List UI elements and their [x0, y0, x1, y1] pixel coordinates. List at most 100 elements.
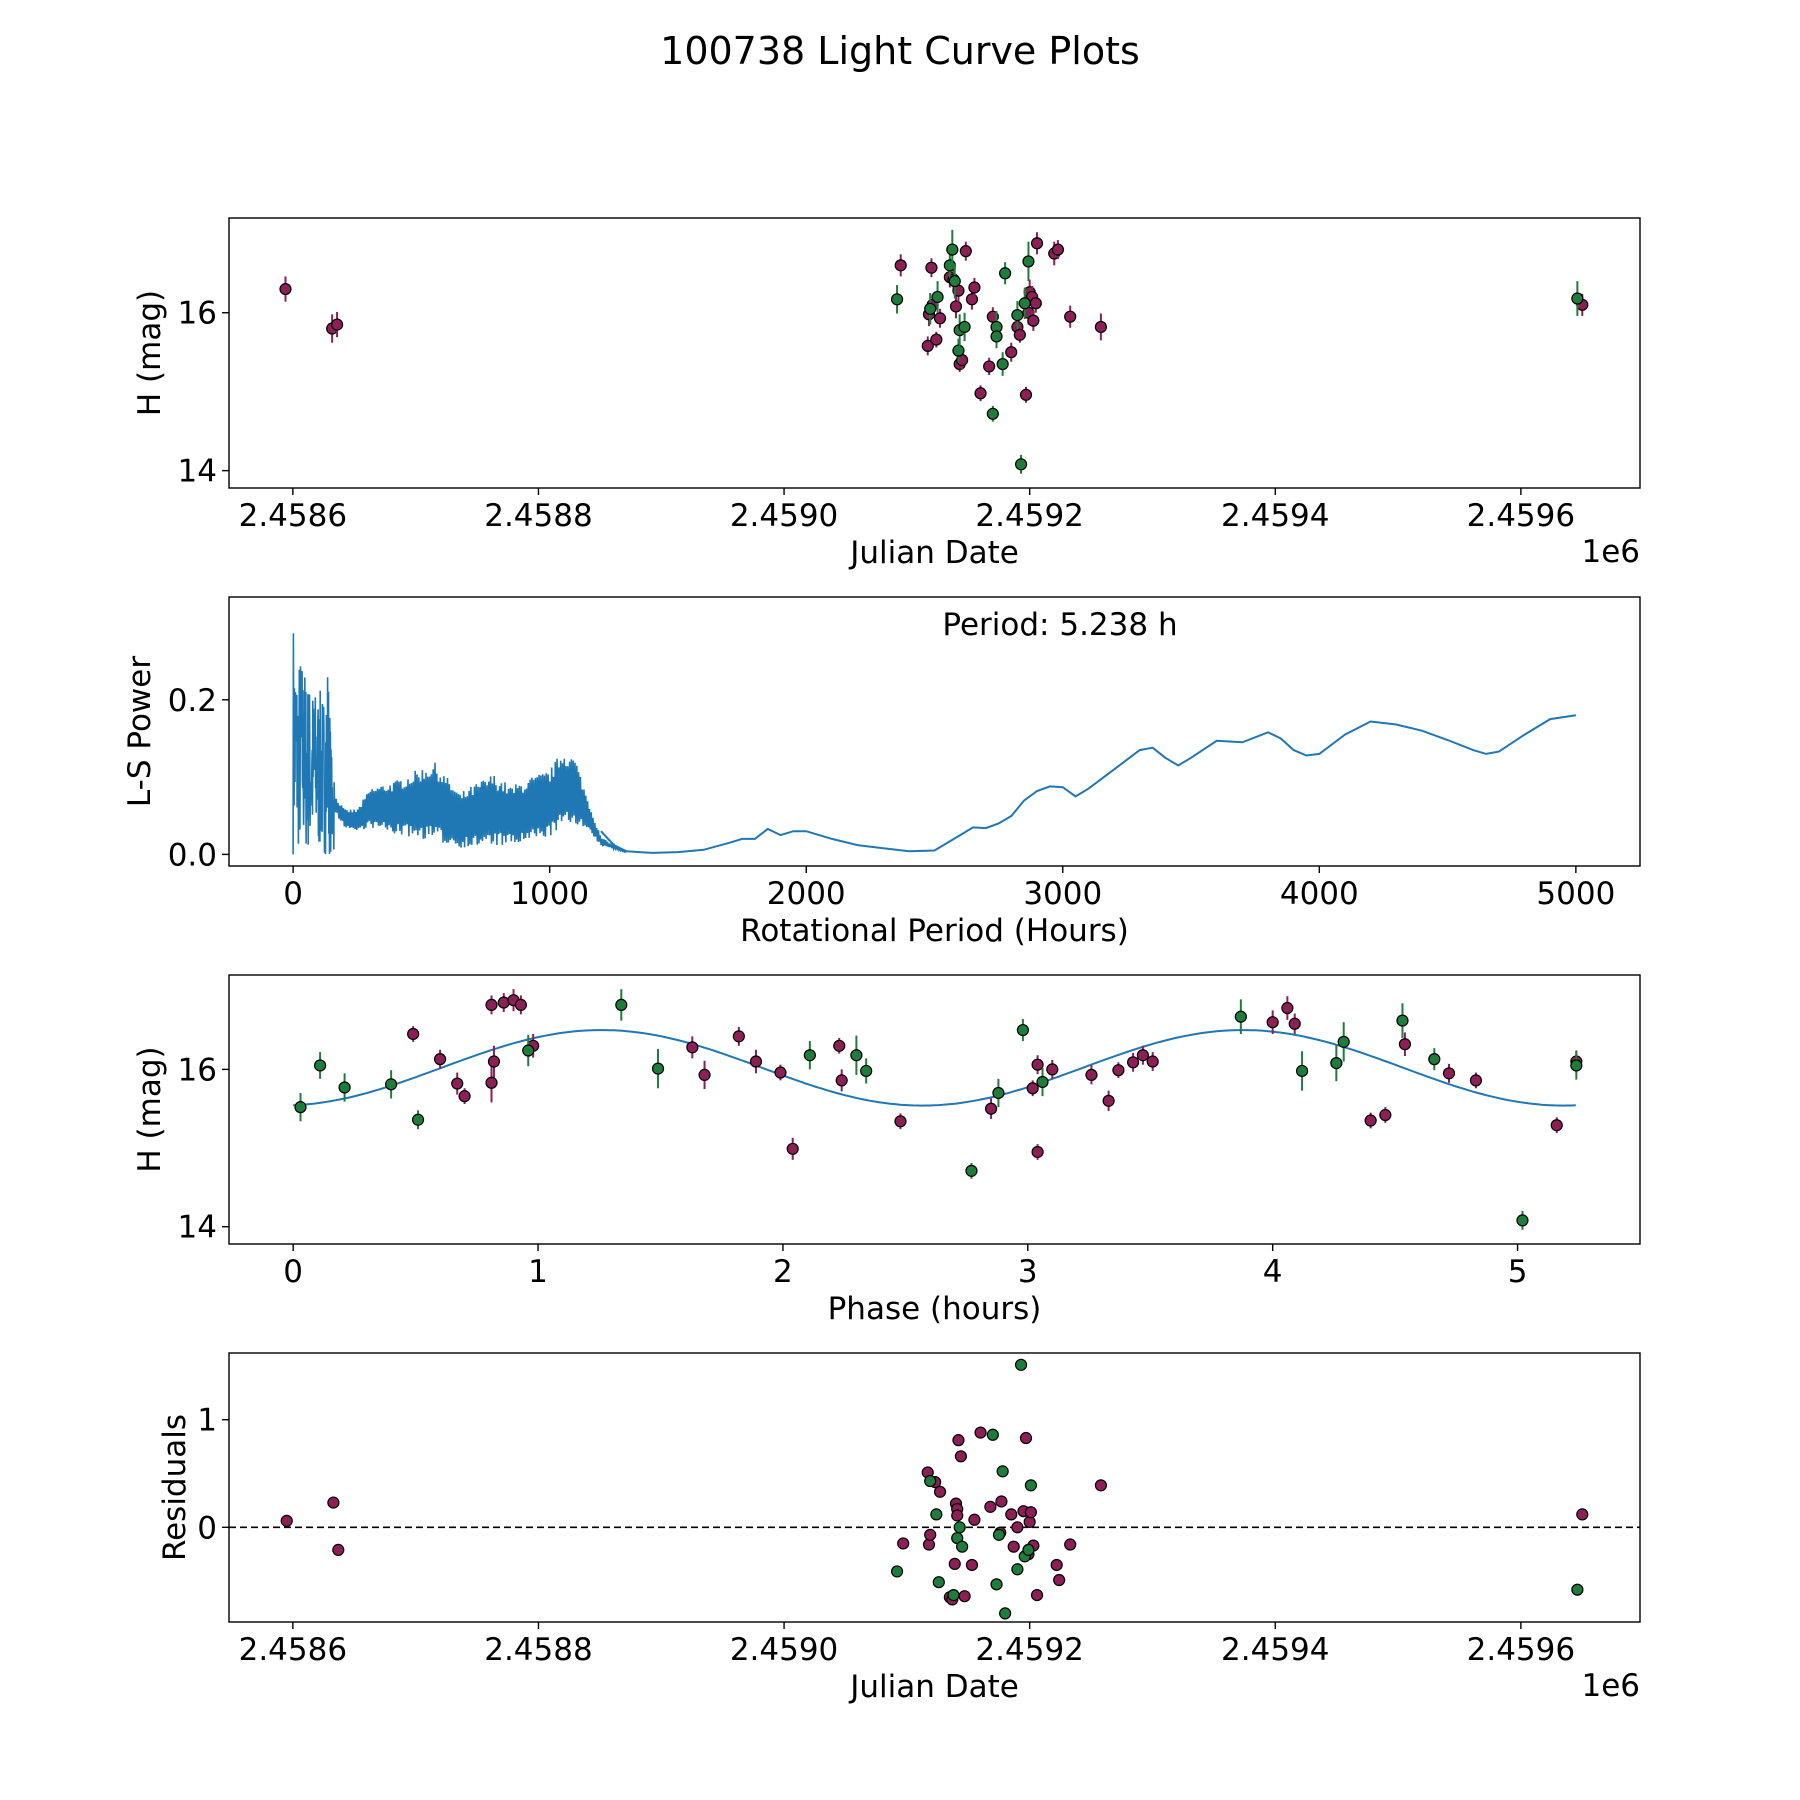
data-point	[1085, 1068, 1098, 1081]
data-point	[1102, 1094, 1115, 1107]
data-point	[1064, 1538, 1077, 1551]
period-annotation: Period: 5.238 h	[942, 607, 1177, 643]
y-tick-label: 0.0	[168, 837, 217, 873]
x-tick-label: 2.4590	[730, 498, 838, 534]
data-point	[850, 1049, 863, 1062]
data-point	[1036, 1075, 1049, 1089]
data-point	[1029, 297, 1042, 310]
data-point	[933, 1485, 947, 1498]
data-point	[749, 1055, 763, 1068]
x-tick-label: 2.4588	[484, 498, 592, 534]
data-point	[860, 1064, 873, 1078]
data-point	[1330, 1056, 1343, 1070]
y-tick-label: 16	[178, 1052, 217, 1088]
data-point	[385, 1078, 398, 1091]
data-point	[1046, 1063, 1059, 1076]
data-point	[487, 1055, 501, 1068]
y-tick-label: 14	[178, 454, 217, 490]
data-point	[990, 1578, 1003, 1591]
data-point	[958, 320, 971, 334]
data-point	[651, 1062, 665, 1075]
data-point	[925, 261, 938, 274]
data-point	[1022, 1543, 1035, 1557]
data-point	[774, 1066, 787, 1079]
residuals-axes-frame	[228, 1352, 1641, 1623]
data-point	[1379, 1108, 1392, 1122]
data-point	[407, 1027, 420, 1041]
data-point	[1022, 255, 1035, 268]
data-point	[995, 1495, 1008, 1508]
data-point	[1550, 1119, 1563, 1132]
data-point	[1266, 1016, 1279, 1029]
data-point	[931, 290, 944, 304]
data-point	[330, 318, 344, 331]
data-point	[458, 1090, 471, 1103]
data-point	[1516, 1214, 1529, 1227]
y-axis-label: H (mag)	[132, 1046, 168, 1172]
data-point	[803, 1049, 816, 1062]
data-point	[958, 1590, 971, 1603]
data-point	[943, 259, 956, 272]
data-point	[968, 1513, 981, 1526]
data-point	[1146, 1055, 1159, 1068]
data-point	[953, 1521, 966, 1534]
data-point	[1570, 1059, 1583, 1072]
data-point	[924, 1528, 937, 1541]
figure-title: 100738 Light Curve Plots	[660, 29, 1140, 73]
data-point	[996, 1465, 1009, 1478]
data-point	[279, 282, 292, 296]
data-point	[1112, 1064, 1125, 1077]
data-point	[999, 267, 1012, 280]
x-tick-label: 0	[283, 1254, 303, 1290]
data-point	[948, 275, 961, 288]
data-point	[835, 1074, 848, 1087]
data-point	[294, 1101, 307, 1114]
data-point	[1024, 1506, 1037, 1519]
data-point	[1011, 1521, 1024, 1534]
data-point	[983, 360, 996, 373]
data-point	[1398, 1038, 1412, 1051]
data-point	[1051, 243, 1065, 256]
data-point	[946, 243, 959, 256]
data-point	[1024, 1479, 1037, 1492]
data-point	[1011, 1563, 1024, 1576]
x-tick-label: 2.4594	[1221, 498, 1329, 534]
y-tick-label: 1	[197, 1403, 217, 1439]
data-point	[1053, 1573, 1066, 1587]
x-tick-label: 2.4590	[730, 1632, 838, 1668]
data-point	[1050, 1558, 1063, 1572]
data-point	[1288, 1017, 1301, 1030]
x-tick-label: 3000	[1023, 876, 1102, 912]
data-point	[514, 998, 527, 1011]
x-offset-label: 1e6	[1581, 1668, 1640, 1704]
x-tick-label: 0	[283, 876, 303, 912]
lightcurve-axes-frame	[228, 217, 1641, 489]
data-point	[433, 1053, 447, 1066]
data-point	[897, 1537, 910, 1550]
data-point	[1031, 1058, 1044, 1071]
data-point	[1126, 1056, 1140, 1069]
x-tick-label: 2.4588	[484, 1632, 592, 1668]
data-point	[992, 1528, 1006, 1541]
y-axis-label: Residuals	[157, 1414, 193, 1561]
data-point	[1576, 1508, 1589, 1521]
data-point	[411, 1113, 425, 1126]
data-point	[1027, 314, 1040, 327]
data-point	[930, 333, 943, 346]
data-point	[974, 1426, 987, 1439]
data-point	[1064, 310, 1077, 323]
x-tick-label: 2	[773, 1254, 793, 1290]
data-point	[485, 1076, 498, 1089]
data-point	[732, 1030, 745, 1043]
y-tick-label: 14	[178, 1210, 217, 1246]
data-point	[999, 1607, 1012, 1620]
data-point	[959, 245, 972, 258]
data-point	[968, 281, 981, 294]
data-point	[1014, 458, 1028, 471]
phased-panel	[222, 974, 1641, 1251]
y-tick-label: 16	[178, 296, 217, 332]
data-point	[1571, 1583, 1584, 1596]
data-point	[1234, 1010, 1247, 1023]
data-point	[1019, 388, 1033, 401]
